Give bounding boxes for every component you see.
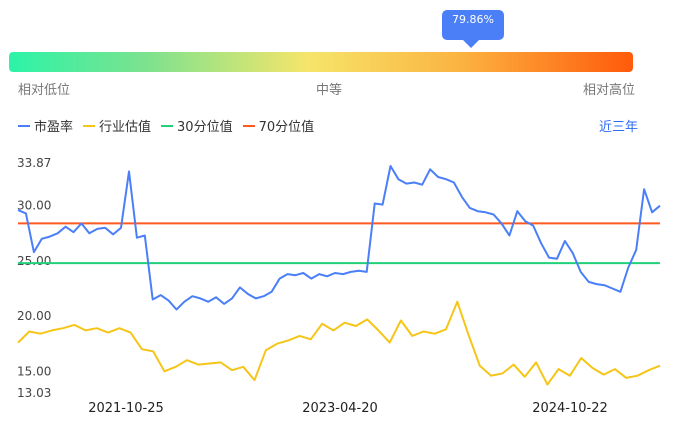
y-tick-label: 13.03 [17,386,51,400]
y-tick-label: 33.87 [17,156,51,170]
legend-label-industry: 行业估值 [99,120,152,135]
legend-swatch-p30 [161,124,174,127]
range-selector[interactable]: 近三年 [599,120,639,135]
tooltip-pointer [463,40,479,48]
legend-label-pe: 市盈率 [34,120,74,135]
series-lines [17,165,661,386]
y-tick-label: 15.00 [17,364,51,378]
gauge-low-label: 相对低位 [18,83,71,98]
y-axis-ticks: 33.87 30.00 25.00 20.00 15.00 13.03 [17,156,51,400]
percentile-gauge [9,52,633,72]
legend-swatch-pe [18,124,30,127]
legend-label-p30: 30分位值 [177,120,233,135]
industry-series-line [17,300,661,386]
percentile-tooltip: 79.86% [442,10,504,40]
legend-item-industry[interactable]: 行业估值 [83,116,151,135]
gauge-mid-label: 中等 [316,83,343,98]
pe-series-line [17,165,661,311]
x-tick-label: 2024-10-22 [532,401,608,416]
legend-item-pe[interactable]: 市盈率 [18,116,73,135]
y-tick-label: 20.00 [17,309,51,323]
gauge-high-label: 相对高位 [583,83,636,98]
x-axis-ticks: 2021-10-25 2023-04-20 2024-10-22 [88,401,608,416]
x-tick-label: 2021-10-25 [88,401,164,416]
y-tick-label: 30.00 [17,199,51,213]
legend-item-p70[interactable]: 70分位值 [242,116,315,135]
chart-legend: 市盈率 行业估值 30分位值 70分位值 [18,116,314,135]
x-tick-label: 2023-04-20 [302,401,378,416]
reference-lines [18,222,660,265]
y-tick-label: 25.00 [17,254,51,268]
legend-swatch-p70 [242,124,255,127]
legend-swatch-industry [83,124,96,127]
percentile-value: 79.86% [452,13,494,26]
legend-label-p70: 70分位值 [258,120,315,135]
legend-item-p30[interactable]: 30分位值 [161,116,233,135]
